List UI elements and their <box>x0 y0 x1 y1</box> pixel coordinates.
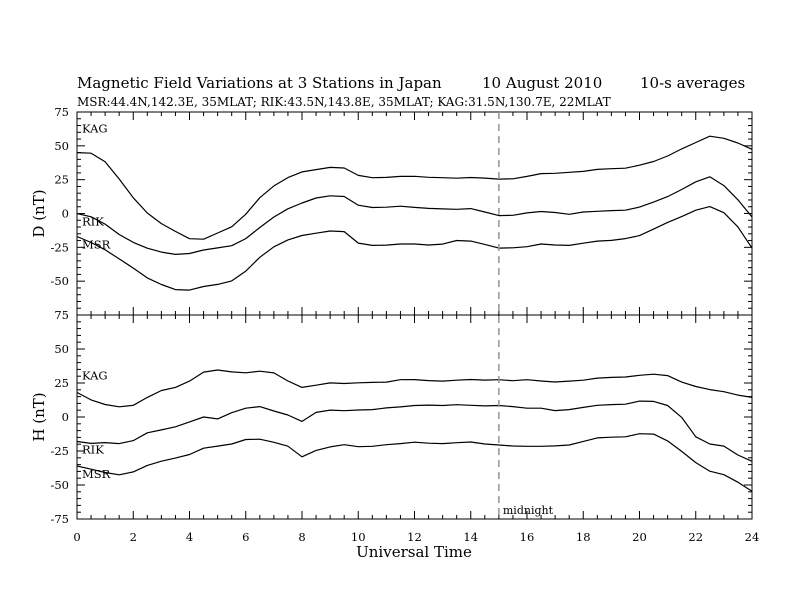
x-tick-label: 16 <box>520 530 535 544</box>
x-tick-label: 22 <box>688 530 703 544</box>
chart-title: Magnetic Field Variations at 3 Stations … <box>77 74 442 92</box>
series-D-MSR <box>76 206 753 291</box>
x-tick-label: 20 <box>632 530 647 544</box>
series-H-RIK <box>76 400 753 462</box>
x-tick-label: 4 <box>186 530 193 544</box>
series-label-H-KAG: KAG <box>82 369 108 383</box>
panels: -50 -25 0 25 50 75 D (nT) KAG RIK MSR -75 -50 -25 0 25… <box>30 105 753 526</box>
y-tick-label: 0 <box>62 410 69 424</box>
x-tick-label: 24 <box>745 530 760 544</box>
x-tick-label: 2 <box>130 530 137 544</box>
series-D-KAG <box>76 135 753 240</box>
series-H-KAG <box>76 369 753 408</box>
y-tick-label: 75 <box>54 105 69 119</box>
x-axis-title: Universal Time <box>356 543 472 561</box>
y-tick-label: 50 <box>54 139 69 153</box>
midnight-marker: midnight <box>498 112 554 519</box>
series-label-H-RIK: RIK <box>82 442 104 456</box>
series-D-RIK <box>76 176 753 255</box>
series-label-D-RIK: RIK <box>82 215 104 229</box>
chart-date: 10 August 2010 <box>482 74 602 92</box>
y-tick-label: 25 <box>54 376 69 390</box>
y-tick-label: 50 <box>54 342 69 356</box>
station-coordinates: MSR:44.4N,142.3E, 35MLAT; RIK:43.5N,143.… <box>77 95 611 109</box>
series-label-D-MSR: MSR <box>82 238 111 252</box>
y-tick-label: 75 <box>54 308 69 322</box>
x-tick-label: 12 <box>407 530 422 544</box>
chart-averaging: 10-s averages <box>640 74 745 92</box>
series-H-MSR <box>76 433 753 492</box>
x-tick-label: 6 <box>242 530 249 544</box>
x-tick-label: 14 <box>463 530 478 544</box>
y-tick-label: -50 <box>50 274 69 288</box>
x-tick-label: 18 <box>576 530 591 544</box>
y-tick-label: -25 <box>50 444 69 458</box>
y-tick-label: 0 <box>62 207 69 221</box>
panel-D-frame <box>76 111 753 316</box>
series-label-D-KAG: KAG <box>82 122 108 136</box>
x-tick-label: 0 <box>73 530 80 544</box>
x-axis: 0 2 4 6 8 10 12 14 16 18 20 22 24 <box>73 530 759 544</box>
panel-H-frame <box>76 314 753 520</box>
y-axis-title-D: D (nT) <box>30 189 48 237</box>
panel-H: -75 -50 -25 0 25 50 75 H (nT) KAG RIK MSR <box>30 308 753 526</box>
x-tick-label: 8 <box>298 530 305 544</box>
y-axis-title-H: H (nT) <box>30 392 48 441</box>
y-tick-label: 25 <box>54 173 69 187</box>
y-tick-label: -50 <box>50 478 69 492</box>
y-tick-label: -25 <box>50 240 69 254</box>
x-tick-label: 10 <box>351 530 366 544</box>
panel-D: -50 -25 0 25 50 75 D (nT) KAG RIK MSR <box>30 105 753 316</box>
y-tick-label: -75 <box>50 512 69 526</box>
series-label-H-MSR: MSR <box>82 467 111 481</box>
midnight-label: midnight <box>503 504 554 517</box>
